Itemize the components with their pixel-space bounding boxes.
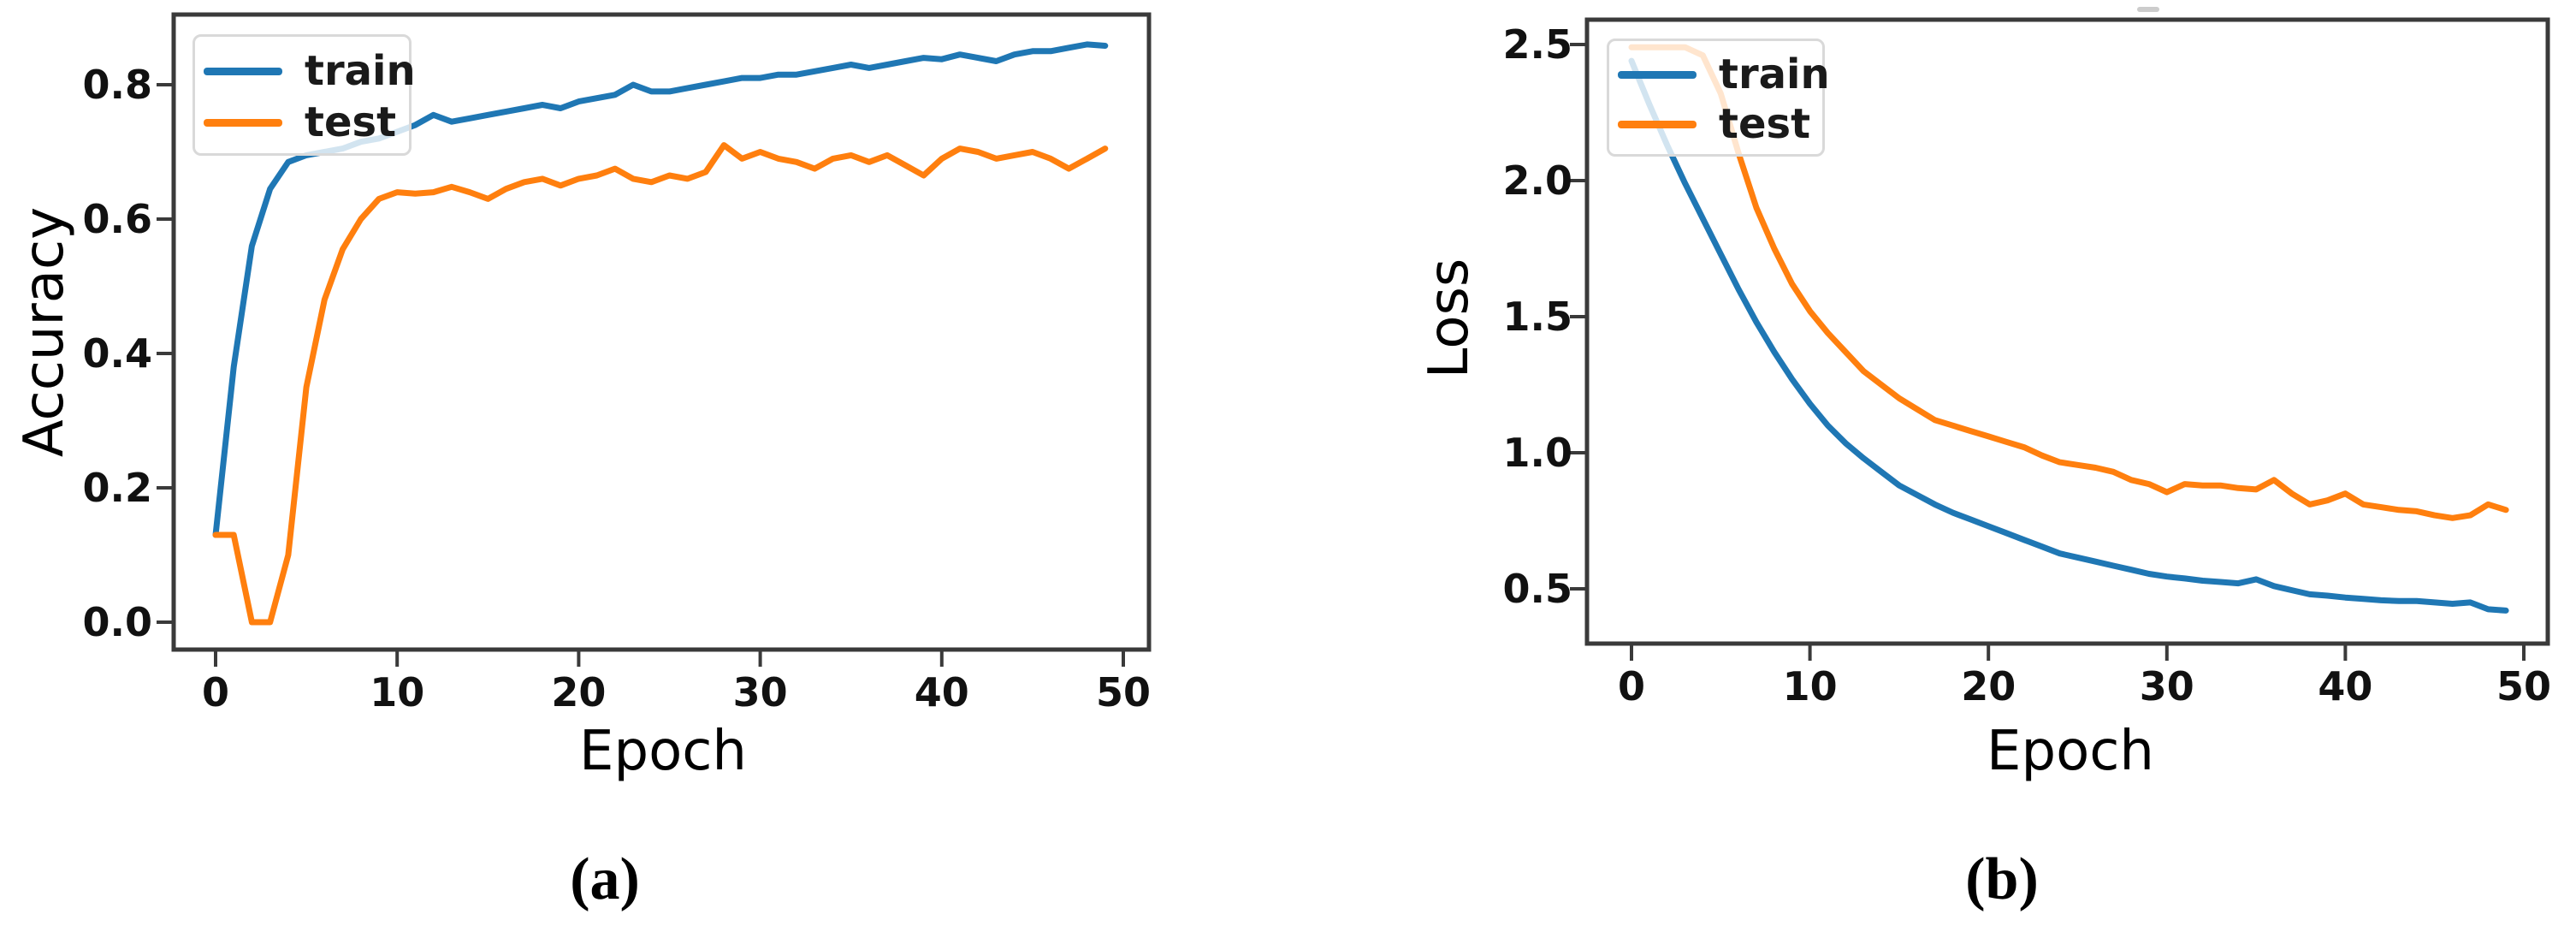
panel-b: 0 10 20 30 40 50 0.5 1.0 1.5 2.0 2.5 xyxy=(1503,17,2551,709)
panel-caption-a: (a) xyxy=(570,846,640,912)
legend-label-test: test xyxy=(1719,100,1811,148)
panels-group: 0 10 20 30 40 50 0.0 0.2 0.4 0.6 0.8 0 10 20 30 40 50 0.5… xyxy=(83,12,2551,715)
legend-label-train: train xyxy=(305,47,416,95)
test-line-swatch xyxy=(204,118,282,127)
y-tick-label: 0.6 xyxy=(83,196,153,242)
y-tick-label: 2.5 xyxy=(1503,21,1573,68)
legend-label-test: test xyxy=(305,98,397,146)
x-tick-label: 20 xyxy=(551,669,606,715)
legend-panel-a: train test xyxy=(192,34,416,156)
x-tick-label: 30 xyxy=(733,669,788,715)
legend-row-test: test xyxy=(1618,99,1812,149)
y-tick-label: 1.0 xyxy=(1503,430,1573,476)
test-curve xyxy=(212,142,1109,626)
y-tick-label: 0.8 xyxy=(83,62,153,108)
y-tick-label: 0.0 xyxy=(83,599,153,645)
x-tick-label: 50 xyxy=(2496,663,2551,709)
plot-border xyxy=(1584,17,2550,646)
legend-label-train: train xyxy=(1719,50,1830,98)
test-curve xyxy=(1628,44,2509,521)
train-line-swatch xyxy=(204,67,282,75)
x-axis-label-epoch-b: Epoch xyxy=(1987,720,2154,783)
x-tick-label: 10 xyxy=(370,669,424,715)
x-tick-label: 10 xyxy=(1783,663,1838,709)
x-tick-label: 20 xyxy=(1961,663,2016,709)
y-axis-label-accuracy: Accuracy xyxy=(13,206,76,458)
x-tick-label: 40 xyxy=(915,669,969,715)
y-tick-label: 0.4 xyxy=(83,330,153,377)
x-tick-label: 50 xyxy=(1096,669,1151,715)
y-axis-label-loss: Loss xyxy=(1418,258,1481,379)
train-line-swatch xyxy=(1618,70,1697,79)
x-tick-label: 30 xyxy=(2140,663,2194,709)
train-curve xyxy=(1628,57,2509,614)
x-axis-label-epoch-a: Epoch xyxy=(579,720,747,783)
plot-border xyxy=(171,12,1152,652)
panel-a: 0 10 20 30 40 50 0.0 0.2 0.4 0.6 0.8 xyxy=(83,12,1152,715)
y-tick-label: 0.2 xyxy=(83,465,153,511)
stray-mark xyxy=(2137,7,2159,12)
legend-row-train: train xyxy=(1618,50,1830,99)
legend-panel-b: train test xyxy=(1607,39,1830,157)
test-line-swatch xyxy=(1618,120,1697,128)
panel-caption-b: (b) xyxy=(1965,846,2039,912)
y-tick-label: 1.5 xyxy=(1503,294,1573,340)
x-tick-label: 0 xyxy=(202,669,229,715)
x-tick-label: 40 xyxy=(2318,663,2372,709)
legend-row-train: train xyxy=(204,45,416,97)
y-tick-label: 2.0 xyxy=(1503,157,1573,204)
x-tick-label: 0 xyxy=(1618,663,1645,709)
y-tick-label: 0.5 xyxy=(1503,566,1573,612)
legend-row-test: test xyxy=(204,97,399,148)
